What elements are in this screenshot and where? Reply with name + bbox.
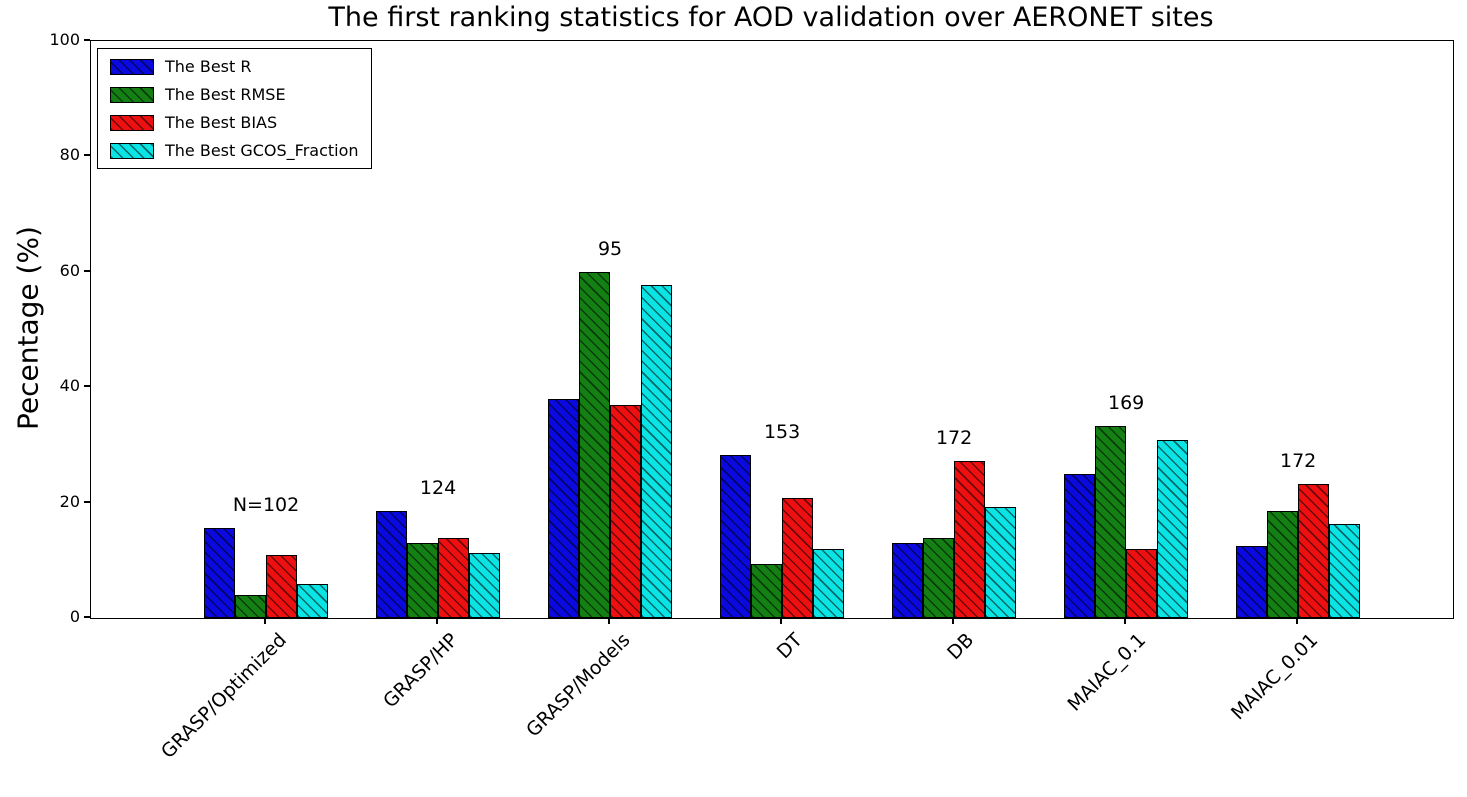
bar-the-best-bias-7 bbox=[1298, 483, 1330, 618]
legend-swatch-the-best-r bbox=[110, 58, 154, 75]
bar-the-best-rmse-2 bbox=[407, 543, 439, 618]
bar-the-best-rmse-1 bbox=[235, 594, 267, 618]
legend-label: The Best BIAS bbox=[165, 113, 278, 132]
y-tick-label: 20 bbox=[59, 491, 80, 511]
x-tick-mark bbox=[436, 618, 439, 624]
group-annotation: 172 bbox=[1280, 449, 1317, 472]
y-tick-label: 100 bbox=[49, 30, 80, 49]
bar-the-best-r-7 bbox=[1236, 546, 1268, 618]
bar-the-best-r-1 bbox=[204, 528, 236, 618]
y-tick-mark bbox=[84, 616, 90, 618]
legend-swatch-the-best-gcos-fraction bbox=[110, 142, 154, 159]
bar-the-best-r-5 bbox=[892, 543, 924, 618]
group-annotation: N=102 bbox=[232, 494, 300, 516]
x-tick-mark bbox=[952, 618, 955, 624]
y-tick-mark bbox=[84, 500, 90, 503]
y-tick-mark bbox=[84, 385, 90, 388]
legend-swatch-the-best-bias bbox=[110, 114, 154, 131]
bar-the-best-r-3 bbox=[548, 398, 580, 618]
x-tick-mark bbox=[1124, 618, 1127, 624]
y-tick-mark bbox=[84, 269, 90, 272]
bar-the-best-gcos-fraction-4 bbox=[813, 549, 845, 618]
legend-item: The Best BIAS bbox=[110, 113, 359, 132]
y-tick-label: 0 bbox=[69, 607, 80, 626]
group-annotation: 169 bbox=[1107, 391, 1145, 414]
chart-title: The first ranking statistics for AOD val… bbox=[328, 2, 1214, 33]
plot-area: The Best R The Best RMSE The Best BIAS The … bbox=[90, 40, 1454, 619]
group-annotation: 153 bbox=[763, 421, 801, 444]
bar-the-best-r-4 bbox=[720, 455, 752, 618]
bar-the-best-rmse-7 bbox=[1267, 511, 1299, 618]
bar-the-best-bias-3 bbox=[610, 405, 642, 618]
legend-item: The Best RMSE bbox=[110, 85, 359, 104]
bar-the-best-gcos-fraction-6 bbox=[1157, 440, 1189, 618]
y-tick-mark bbox=[84, 154, 90, 157]
group-annotation: 124 bbox=[419, 476, 457, 499]
legend-label: The Best R bbox=[165, 57, 252, 76]
legend-label: The Best GCOS_Fraction bbox=[165, 141, 359, 160]
legend-swatch-the-best-rmse bbox=[110, 86, 154, 103]
bar-the-best-gcos-fraction-3 bbox=[641, 285, 673, 618]
x-tick-mark bbox=[264, 618, 267, 624]
x-tick-label: GRASP/Models bbox=[522, 629, 635, 742]
x-tick-label: DT bbox=[772, 629, 807, 664]
y-tick-mark bbox=[84, 39, 90, 41]
bar-the-best-bias-5 bbox=[954, 461, 986, 618]
bar-the-best-r-6 bbox=[1064, 474, 1096, 618]
bar-the-best-bias-1 bbox=[266, 555, 298, 618]
bar-the-best-bias-4 bbox=[782, 497, 814, 618]
bar-the-best-r-2 bbox=[376, 510, 408, 618]
bar-the-best-gcos-fraction-1 bbox=[297, 583, 329, 618]
legend-item: The Best GCOS_Fraction bbox=[110, 141, 359, 160]
bar-the-best-bias-2 bbox=[438, 537, 470, 618]
x-tick-label: MAIAC_0.1 bbox=[1063, 629, 1151, 716]
x-tick-label: GRASP/Optimized bbox=[156, 629, 291, 763]
bar-the-best-rmse-6 bbox=[1095, 425, 1127, 618]
bar-the-best-gcos-fraction-7 bbox=[1329, 523, 1361, 618]
x-tick-mark bbox=[780, 618, 783, 624]
group-annotation: 95 bbox=[597, 237, 623, 260]
bar-the-best-rmse-4 bbox=[751, 563, 783, 618]
bar-the-best-rmse-5 bbox=[923, 537, 955, 618]
legend-label: The Best RMSE bbox=[165, 85, 286, 104]
y-tick-label: 40 bbox=[59, 376, 80, 396]
y-tick-label: 80 bbox=[59, 145, 80, 165]
x-tick-mark bbox=[608, 618, 611, 624]
bar-the-best-rmse-3 bbox=[579, 271, 611, 618]
legend: The Best R The Best RMSE The Best BIAS The … bbox=[97, 48, 372, 169]
x-tick-label: DB bbox=[943, 629, 979, 665]
x-tick-mark bbox=[1296, 618, 1299, 624]
bar-the-best-bias-6 bbox=[1126, 549, 1158, 618]
group-annotation: 172 bbox=[935, 427, 973, 450]
bar-the-best-gcos-fraction-2 bbox=[469, 552, 501, 618]
bar-the-best-gcos-fraction-5 bbox=[985, 507, 1017, 618]
legend-item: The Best R bbox=[110, 57, 359, 76]
x-tick-label: GRASP/HP bbox=[379, 629, 463, 713]
x-tick-label: MAIAC_0.01 bbox=[1227, 629, 1323, 725]
y-tick-label: 60 bbox=[59, 260, 80, 280]
y-axis-label: Pecentage (%) bbox=[11, 226, 45, 430]
